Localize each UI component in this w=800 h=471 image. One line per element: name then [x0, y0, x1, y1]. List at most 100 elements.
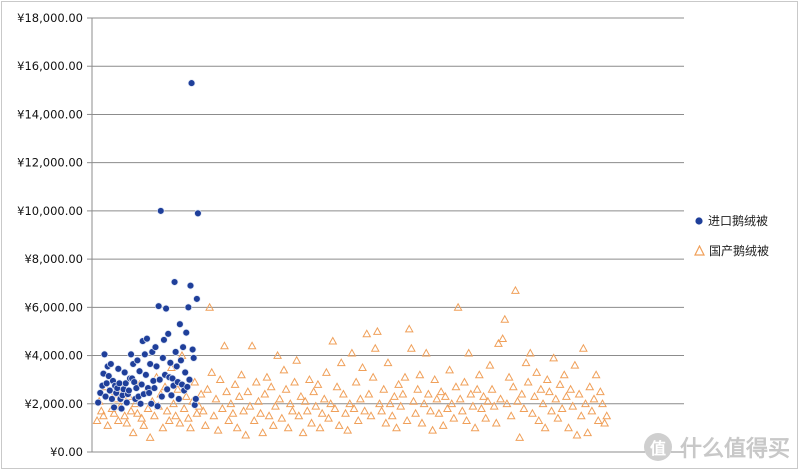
- imported-point: [166, 359, 175, 367]
- domestic-point: [120, 411, 130, 420]
- domestic-point: [527, 408, 537, 417]
- domestic-point: [595, 387, 605, 396]
- imported-point: [135, 367, 144, 375]
- domestic-point: [200, 420, 210, 429]
- domestic-point: [411, 408, 421, 417]
- domestic-point: [298, 428, 308, 437]
- imported-point: [154, 302, 163, 310]
- imported-point: [147, 400, 155, 408]
- domestic-point: [394, 379, 404, 388]
- imported-point: [94, 398, 102, 407]
- domestic-point: [283, 423, 293, 432]
- domestic-point: [217, 403, 227, 412]
- domestic-point: [307, 418, 316, 427]
- domestic-point: [460, 377, 469, 386]
- imported-point: [110, 403, 118, 412]
- imported-point: [102, 379, 111, 388]
- domestic-point: [96, 406, 106, 415]
- domestic-point: [585, 382, 595, 391]
- legend-label-imported: 进口鹅绒被: [708, 214, 769, 228]
- imported-point: [194, 209, 202, 218]
- domestic-point: [334, 420, 344, 429]
- domestic-point: [241, 430, 251, 439]
- domestic-point: [474, 370, 484, 379]
- imported-point: [137, 380, 146, 389]
- domestic-point: [249, 416, 259, 425]
- domestic-point: [498, 334, 508, 343]
- domestic-point: [341, 408, 350, 417]
- domestic-point: [421, 348, 431, 357]
- domestic-point: [183, 413, 193, 422]
- domestic-point: [496, 394, 506, 403]
- imported-point: [115, 379, 124, 388]
- legend-circle-marker: [695, 216, 703, 225]
- domestic-point: [375, 399, 384, 408]
- imported-point: [182, 328, 191, 337]
- domestic-point: [358, 362, 367, 371]
- domestic-point: [576, 411, 586, 420]
- domestic-point: [581, 399, 590, 408]
- imported-point: [108, 395, 116, 403]
- domestic-point: [368, 372, 378, 381]
- imported-point: [96, 389, 104, 397]
- imported-point: [155, 375, 164, 384]
- domestic-point: [171, 411, 181, 420]
- domestic-point: [190, 377, 200, 386]
- domestic-point: [557, 403, 567, 412]
- imported-point: [187, 79, 196, 87]
- domestic-point: [300, 396, 310, 405]
- domestic-point: [237, 370, 246, 379]
- domestic-point: [338, 389, 348, 398]
- domestic-point: [500, 314, 510, 323]
- domestic-point: [589, 394, 599, 403]
- domestic-point: [290, 377, 300, 386]
- domestic-point: [434, 408, 444, 417]
- domestic-point: [103, 420, 113, 429]
- imported-point: [121, 379, 130, 388]
- domestic-point: [273, 350, 283, 359]
- y-tick-label: ¥16,000.00: [17, 59, 83, 73]
- imported-point: [157, 207, 165, 215]
- domestic-point: [598, 399, 607, 408]
- domestic-point: [109, 408, 119, 417]
- domestic-point: [266, 382, 276, 391]
- domestic-point: [372, 326, 382, 335]
- imported-point: [172, 362, 181, 371]
- domestic-point: [398, 389, 408, 398]
- imported-point: [190, 401, 199, 409]
- imported-point: [193, 295, 201, 303]
- domestic-point: [370, 343, 380, 352]
- imported-point: [142, 371, 150, 379]
- domestic-point: [296, 391, 306, 400]
- domestic-point: [538, 399, 548, 408]
- domestic-point: [209, 411, 219, 420]
- imported-point: [186, 281, 195, 290]
- domestic-point: [483, 396, 493, 405]
- domestic-point: [481, 413, 491, 422]
- domestic-point: [568, 401, 578, 410]
- domestic-point: [258, 428, 268, 437]
- domestic-point: [510, 285, 520, 294]
- domestic-point: [381, 418, 391, 427]
- imported-point: [104, 372, 113, 380]
- imported-point: [163, 385, 171, 394]
- domestic-point: [540, 423, 550, 432]
- domestic-point: [462, 416, 472, 425]
- domestic-point: [572, 430, 582, 439]
- imported-point: [123, 398, 131, 407]
- domestic-point: [447, 399, 457, 408]
- domestic-point: [600, 418, 610, 427]
- domestic-point: [476, 403, 486, 412]
- imported-point: [117, 404, 126, 413]
- domestic-point: [270, 401, 280, 410]
- imported-point: [168, 374, 177, 383]
- imported-point: [151, 343, 160, 351]
- domestic-point: [145, 432, 155, 441]
- domestic-point: [453, 302, 463, 311]
- imported-point: [160, 336, 168, 344]
- domestic-point: [207, 367, 217, 376]
- imported-point: [107, 360, 115, 368]
- domestic-point: [534, 416, 544, 425]
- domestic-point: [304, 375, 314, 384]
